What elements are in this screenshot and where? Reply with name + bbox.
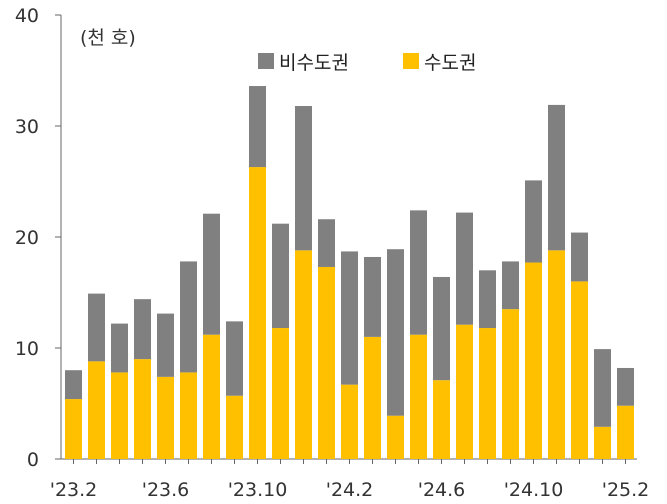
bar-capital: [479, 328, 496, 459]
x-tick-label: '24.2: [326, 479, 374, 501]
bar-capital: [318, 266, 335, 459]
y-tick-label: 10: [15, 338, 39, 360]
bar-non-capital: [88, 293, 105, 362]
bar-capital: [272, 328, 289, 459]
bar-non-capital: [387, 249, 404, 416]
bar-non-capital: [456, 212, 473, 325]
bar-capital: [548, 250, 565, 459]
x-tick-label: '23.6: [142, 479, 190, 501]
legend: 비수도권 수도권: [258, 52, 476, 74]
y-tick-label: 0: [27, 449, 39, 471]
x-tick-label: '24.10: [504, 479, 564, 501]
bar-non-capital: [295, 106, 312, 251]
x-axis: '23.2 '23.6 '23.10 '24.2 '24.6 '24.10 '25.2: [50, 458, 650, 501]
bar-non-capital: [226, 321, 243, 396]
bar-capital: [456, 324, 473, 459]
bar-capital: [65, 399, 82, 459]
bar-capital: [88, 361, 105, 459]
bar-capital: [295, 250, 312, 459]
bars: [65, 86, 634, 459]
bar-capital: [364, 336, 381, 459]
bar-capital: [387, 415, 404, 459]
bar-non-capital: [249, 86, 266, 168]
bar-capital: [525, 262, 542, 459]
bar-non-capital: [203, 213, 220, 335]
bar-capital: [157, 376, 174, 459]
unit-label: (천 호): [80, 27, 136, 49]
bar-non-capital: [502, 261, 519, 310]
bar-non-capital: [364, 256, 381, 337]
bar-capital: [617, 405, 634, 459]
bar-non-capital: [548, 104, 565, 251]
bar-capital: [433, 380, 450, 459]
bar-non-capital: [341, 251, 358, 385]
y-tick-label: 20: [15, 227, 39, 249]
legend-label-capital: 수도권: [424, 52, 476, 74]
bar-non-capital: [180, 261, 197, 373]
bar-capital: [341, 384, 358, 459]
bar-non-capital: [433, 276, 450, 381]
bar-non-capital: [525, 180, 542, 263]
legend-swatch-capital: [403, 53, 419, 69]
bar-non-capital: [157, 313, 174, 377]
bar-non-capital: [272, 223, 289, 329]
bar-capital: [410, 334, 427, 459]
y-tick-label: 40: [15, 5, 39, 27]
bar-capital: [134, 359, 151, 459]
bar-non-capital: [410, 210, 427, 335]
x-tick-label: '24.6: [418, 479, 466, 501]
bar-capital: [571, 281, 588, 459]
bar-non-capital: [318, 219, 335, 267]
x-tick-label: '23.10: [228, 479, 288, 501]
x-tick-label: '25.2: [602, 479, 650, 501]
x-tick-label: '23.2: [50, 479, 98, 501]
bar-capital: [249, 167, 266, 459]
bar-non-capital: [594, 349, 611, 427]
bar-non-capital: [479, 270, 496, 329]
bar-non-capital: [111, 323, 128, 373]
bar-capital: [594, 426, 611, 459]
bar-capital: [203, 334, 220, 459]
y-tick-label: 30: [15, 116, 39, 138]
bar-non-capital: [134, 299, 151, 360]
bar-non-capital: [65, 370, 82, 400]
legend-swatch-non-capital: [258, 53, 274, 69]
bar-non-capital: [617, 367, 634, 406]
y-axis: 0 10 20 30 40: [15, 5, 62, 471]
bar-capital: [226, 395, 243, 459]
bar-non-capital: [571, 232, 588, 282]
bar-capital: [111, 372, 128, 459]
legend-label-non-capital: 비수도권: [279, 52, 349, 74]
bar-capital: [502, 309, 519, 459]
bar-capital: [180, 372, 197, 459]
